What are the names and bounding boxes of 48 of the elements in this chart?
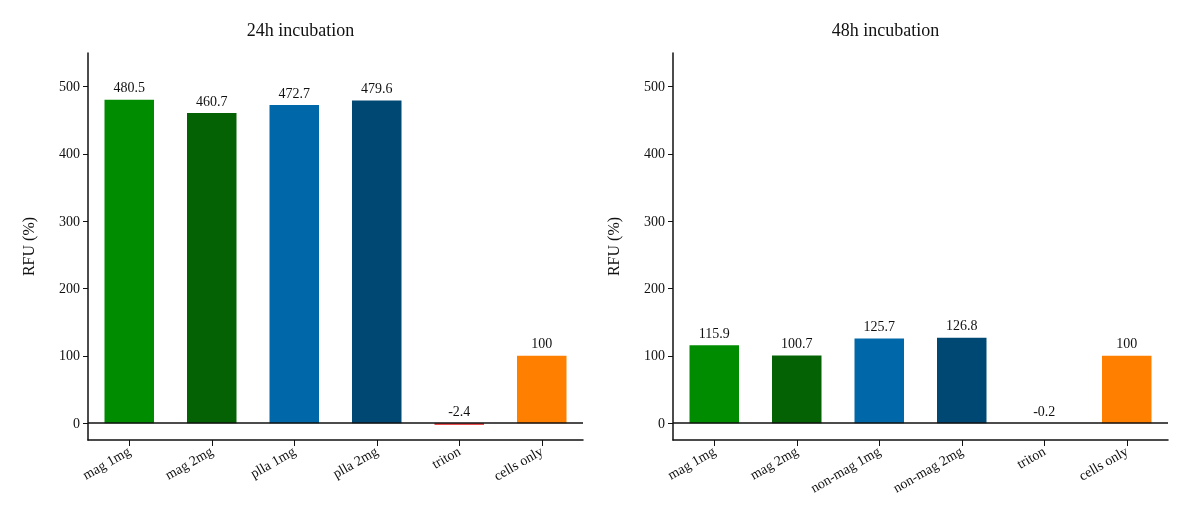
- bar: [187, 113, 237, 424]
- y-tick-label: 500: [644, 79, 665, 95]
- data-label: 126.8: [946, 318, 978, 334]
- data-label: -0.2: [1033, 403, 1056, 419]
- data-label: 100: [531, 336, 553, 352]
- y-tick-label: 400: [644, 146, 665, 162]
- x-tick-label: plla 1mg: [247, 443, 299, 482]
- y-tick-label: 100: [59, 348, 80, 364]
- y-tick-label: 500: [59, 79, 80, 95]
- y-tick-label: 200: [644, 281, 665, 297]
- chart-title: 24h incubation: [246, 20, 355, 40]
- y-tick-label: 300: [59, 213, 80, 229]
- bar: [269, 105, 319, 424]
- y-axis-title: RFU (%): [604, 216, 623, 277]
- data-label: 460.7: [196, 93, 228, 109]
- data-label: -2.4: [448, 403, 471, 419]
- bar: [517, 355, 567, 424]
- bar: [1102, 355, 1152, 424]
- y-tick-label: 200: [59, 281, 80, 297]
- data-label: 115.9: [698, 325, 730, 341]
- x-tick-label: plla 2mg: [330, 443, 381, 482]
- x-tick-label: cells only: [1076, 443, 1131, 484]
- bar: [352, 100, 402, 424]
- x-tick-label: cells only: [491, 443, 546, 484]
- data-label: 100.7: [781, 335, 813, 351]
- y-tick-label: 400: [59, 146, 80, 162]
- y-axis-title: RFU (%): [19, 216, 38, 277]
- y-tick-label: 100: [644, 348, 665, 364]
- x-tick-label: triton: [1014, 443, 1048, 472]
- chart-title: 48h incubation: [831, 20, 940, 40]
- data-label: 100: [1116, 336, 1138, 352]
- x-tick-label: mag 1mg: [80, 443, 133, 483]
- bar: [854, 338, 904, 424]
- bar: [689, 345, 739, 424]
- bar: [104, 99, 154, 424]
- data-label: 125.7: [863, 319, 895, 335]
- x-tick-label: mag 1mg: [665, 443, 718, 483]
- y-tick-label: 0: [658, 415, 665, 431]
- x-tick-label: mag 2mg: [747, 443, 801, 483]
- bar: [772, 355, 822, 424]
- data-label: 480.5: [113, 80, 145, 96]
- y-tick-label: 0: [73, 415, 80, 431]
- data-label: 472.7: [278, 85, 310, 101]
- x-tick-label: mag 2mg: [162, 443, 216, 483]
- x-tick-label: triton: [429, 443, 463, 472]
- y-tick-label: 300: [644, 213, 665, 229]
- bar: [937, 337, 987, 424]
- data-label: 479.6: [361, 80, 393, 96]
